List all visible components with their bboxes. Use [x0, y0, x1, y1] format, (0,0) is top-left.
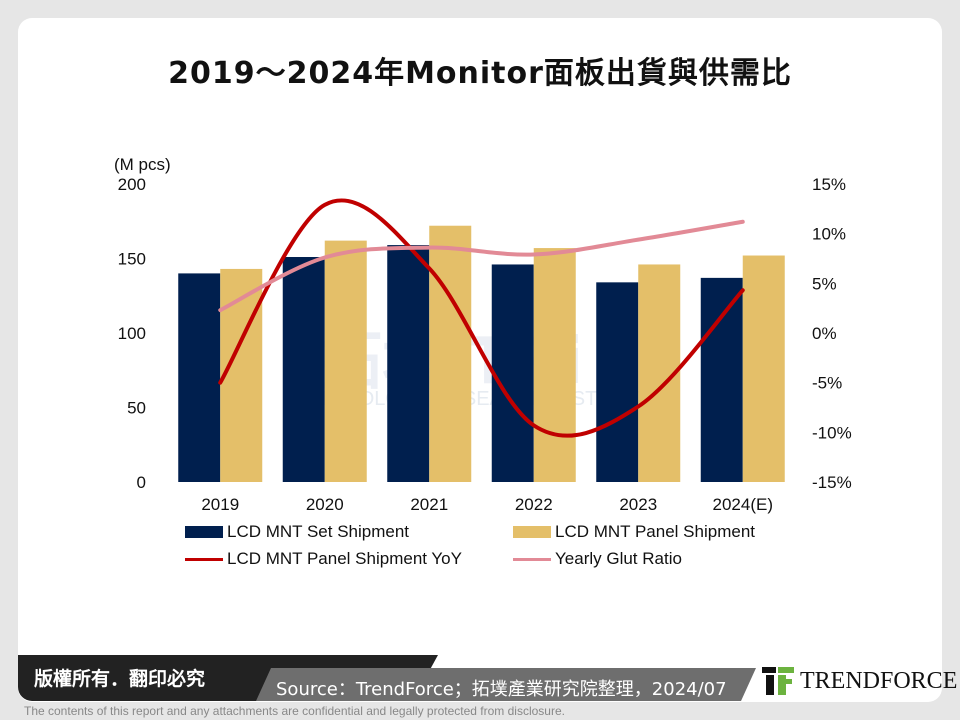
bar-set-shipment	[282, 257, 325, 482]
left-tick-label: 100	[118, 324, 146, 343]
legend-panel-shipment: LCD MNT Panel Shipment	[513, 522, 755, 542]
left-tick-label: 150	[118, 250, 146, 269]
legend-yoy: LCD MNT Panel Shipment YoY	[185, 549, 462, 569]
line-yoy	[218, 198, 745, 438]
legend-line	[185, 557, 223, 561]
right-tick-label: 10%	[812, 225, 846, 244]
bar-set-shipment	[491, 264, 534, 482]
legend-set-shipment: LCD MNT Set Shipment	[185, 522, 409, 542]
x-tick-label: 2019	[201, 495, 239, 514]
right-tick-label: -5%	[812, 374, 842, 393]
slide-card	[18, 18, 942, 702]
right-tick-label: 5%	[812, 274, 837, 293]
chart-title: 2019～2024年Monitor面板出貨與供需比	[168, 56, 792, 91]
x-tick-label: 2020	[306, 495, 344, 514]
right-tick-label: -10%	[812, 423, 852, 442]
right-tick-label: 0%	[812, 324, 837, 343]
bar-set-shipment	[178, 273, 221, 482]
x-tick-label: 2021	[410, 495, 448, 514]
left-axis-unit: (M pcs)	[114, 155, 171, 174]
legend-line	[513, 557, 551, 561]
legend-swatch	[185, 526, 223, 538]
line-glut-ratio	[218, 219, 745, 313]
copyright-text: 版權所有．翻印必究	[34, 668, 206, 690]
x-tick-label: 2023	[619, 495, 657, 514]
bar-panel-shipment	[220, 268, 263, 482]
bar-set-shipment	[596, 282, 639, 482]
left-tick-label: 50	[127, 399, 146, 418]
right-tick-label: 15%	[812, 175, 846, 194]
bar-panel-shipment	[742, 255, 785, 482]
disclaimer: The contents of this report and any atta…	[24, 704, 565, 718]
left-tick-label: 0	[137, 473, 146, 492]
legend-swatch	[513, 526, 551, 538]
trendforce-logo: TRENDFORCE	[762, 667, 957, 695]
bar-set-shipment	[387, 245, 430, 482]
bar-panel-shipment	[324, 240, 367, 482]
source-band	[256, 668, 756, 701]
trendforce-logo-icon	[762, 667, 794, 695]
x-tick-label: 2024(E)	[713, 495, 773, 514]
bar-panel-shipment	[429, 225, 472, 482]
x-tick-label: 2022	[515, 495, 553, 514]
right-tick-label: -15%	[812, 473, 852, 492]
legend-glut: Yearly Glut Ratio	[513, 549, 682, 569]
bar-panel-shipment	[533, 248, 576, 482]
source-text: Source：TrendForce；拓墣產業研究院整理，2024/07	[276, 679, 727, 700]
bar-set-shipment	[700, 277, 743, 482]
left-tick-label: 200	[118, 175, 146, 194]
